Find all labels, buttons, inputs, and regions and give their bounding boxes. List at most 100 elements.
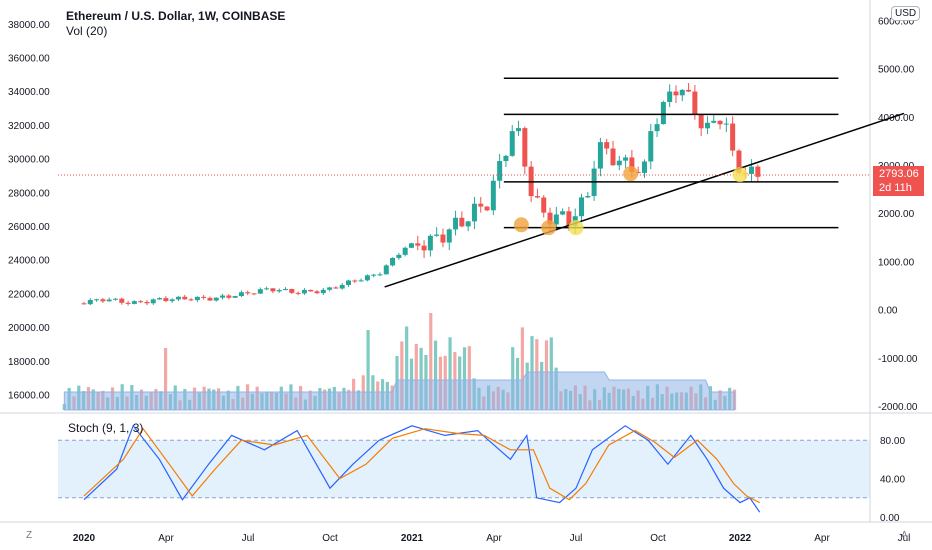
candle-body	[755, 166, 761, 177]
candle-body	[194, 296, 200, 301]
candle-body	[352, 280, 358, 282]
candle-body	[415, 243, 421, 246]
candle-body	[295, 292, 301, 294]
candle-body	[585, 195, 591, 198]
candle-body	[604, 142, 610, 149]
candle-body	[207, 297, 213, 301]
candle-body	[629, 157, 635, 172]
candle-body	[711, 120, 717, 123]
time-axis-tick: 2021	[401, 533, 424, 544]
stoch-axis-tick: 0.00	[880, 513, 900, 524]
right-axis-tick: -1000.00	[878, 354, 918, 365]
chart-title: Ethereum / U.S. Dollar, 1W, COINBASE	[66, 9, 286, 23]
candle-body	[408, 243, 414, 248]
candle-body	[301, 289, 307, 294]
left-axis-tick: 20000.00	[8, 323, 50, 334]
candle-body	[257, 289, 263, 294]
candle-body	[453, 217, 459, 230]
time-axis-tick: 2022	[729, 533, 752, 544]
stoch-axis-tick: 40.00	[880, 475, 905, 486]
candle-body	[723, 123, 729, 125]
candle-body	[434, 234, 440, 236]
candle-body	[144, 301, 150, 304]
candle-body	[749, 166, 755, 174]
candle-body	[226, 295, 232, 298]
left-axis-tick: 32000.00	[8, 121, 50, 132]
right-axis-tick: 5000.00	[878, 65, 915, 76]
candle-body	[175, 296, 181, 300]
candle-body	[717, 120, 723, 125]
candle-body	[131, 301, 137, 304]
candle-body	[383, 265, 389, 275]
left-axis-tick: 28000.00	[8, 188, 50, 199]
candle-body	[396, 254, 402, 258]
stoch-axis-tick: 80.00	[880, 436, 905, 447]
time-axis-tick: Jul	[570, 533, 583, 544]
candle-body	[484, 206, 490, 211]
zoom-button[interactable]: Z	[26, 530, 33, 541]
volume-bar	[400, 341, 404, 410]
time-axis-tick: Apr	[158, 533, 174, 544]
left-axis-tick: 26000.00	[8, 222, 50, 233]
left-axis-tick: 16000.00	[8, 391, 50, 402]
candle-body	[534, 196, 540, 198]
time-axis-tick: Jul	[898, 533, 911, 544]
candle-body	[736, 150, 742, 174]
candle-body	[308, 289, 314, 292]
right-axis-tick: 6000.00	[878, 16, 915, 27]
stochastic-band	[58, 440, 870, 498]
candle-body	[471, 203, 477, 222]
volume-bar	[419, 347, 423, 410]
candle-body	[327, 287, 333, 290]
volume-bar	[405, 326, 409, 410]
volume-indicator-label[interactable]: Vol (20)	[66, 24, 108, 38]
volume-ma-area	[63, 371, 736, 411]
candle-body	[610, 148, 616, 166]
candle-body	[522, 128, 528, 167]
candle-body	[112, 298, 118, 300]
candle-body	[270, 288, 276, 292]
candle-body	[623, 157, 629, 161]
auto-scale-button[interactable]: A	[901, 530, 908, 541]
candle-body	[238, 292, 244, 297]
candle-body	[289, 289, 295, 293]
bar-countdown: 2d 11h	[879, 182, 912, 194]
candle-body	[440, 234, 446, 243]
candle-body	[169, 299, 175, 302]
candle-body	[421, 245, 427, 251]
candle-body	[541, 197, 547, 213]
left-axis-tick: 18000.00	[8, 357, 50, 368]
volume-bar	[366, 330, 370, 410]
left-axis-tick: 30000.00	[8, 155, 50, 166]
left-axis-tick: 34000.00	[8, 87, 50, 98]
candle-body	[579, 197, 585, 217]
candle-body	[119, 298, 125, 303]
candle-body	[503, 155, 509, 162]
time-axis-tick: Jul	[242, 533, 255, 544]
candle-body	[87, 299, 93, 305]
volume-bar	[448, 337, 452, 410]
currency-badge[interactable]: USD	[891, 6, 921, 21]
trendline	[384, 112, 905, 288]
volume-bar	[467, 346, 471, 410]
candle-body	[333, 287, 339, 289]
candle-body	[465, 221, 471, 227]
candle-body	[667, 91, 673, 103]
candle-body	[125, 302, 131, 304]
candle-body	[560, 211, 566, 215]
highlight-marker	[623, 166, 639, 182]
highlight-marker	[568, 220, 584, 236]
stochastic-indicator-label[interactable]: Stoch (9, 1, 3)	[68, 421, 144, 435]
candle-body	[654, 124, 660, 132]
candle-body	[679, 89, 685, 96]
candle-body	[201, 296, 207, 298]
candle-body	[251, 293, 257, 295]
time-axis-tick: 2020	[73, 533, 96, 544]
candle-body	[220, 295, 226, 298]
candle-body	[371, 274, 377, 276]
candle-body	[547, 212, 553, 225]
volume-bar	[414, 343, 418, 410]
candle-body	[390, 257, 396, 266]
time-axis-tick: Oct	[322, 533, 338, 544]
